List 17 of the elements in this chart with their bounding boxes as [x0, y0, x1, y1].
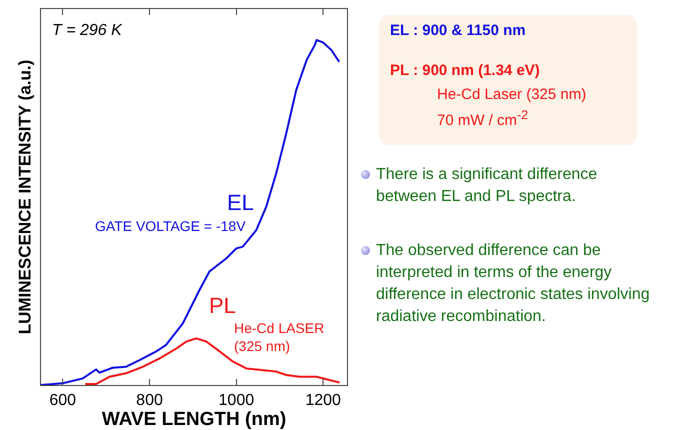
x-tick-label: 1200	[305, 392, 342, 410]
x-tick-label: 1000	[218, 392, 254, 410]
text: PL : 900 nm (1.34 eV)	[390, 62, 540, 79]
text: T = 296 K	[52, 22, 124, 39]
annotation: He-Cd LASER (325 nm)	[234, 320, 324, 354]
x-tick-label: 600	[49, 392, 76, 410]
x-tick-label: 800	[136, 392, 163, 410]
text: EL : 900 & 1150 nm	[390, 22, 526, 39]
text: There is a significant difference between EL and PL spectra.	[376, 165, 598, 207]
series-label: PL	[209, 293, 236, 318]
x-axis-title: WAVE LENGTH (nm)	[102, 409, 286, 430]
annotation: GATE VOLTAGE = -18V	[95, 218, 246, 234]
text: He-Cd Laser (325 nm)	[437, 86, 586, 103]
text: The observed difference can be interpreted in terms of the energy difference in electronic states involving radiative recombination.	[376, 241, 651, 327]
y-axis-title: LUMINESCENCE INTENSITY (a.u.)	[16, 60, 35, 334]
series-label: EL	[227, 190, 254, 215]
text: 70 mW / cm$^{-2}$	[437, 108, 528, 129]
